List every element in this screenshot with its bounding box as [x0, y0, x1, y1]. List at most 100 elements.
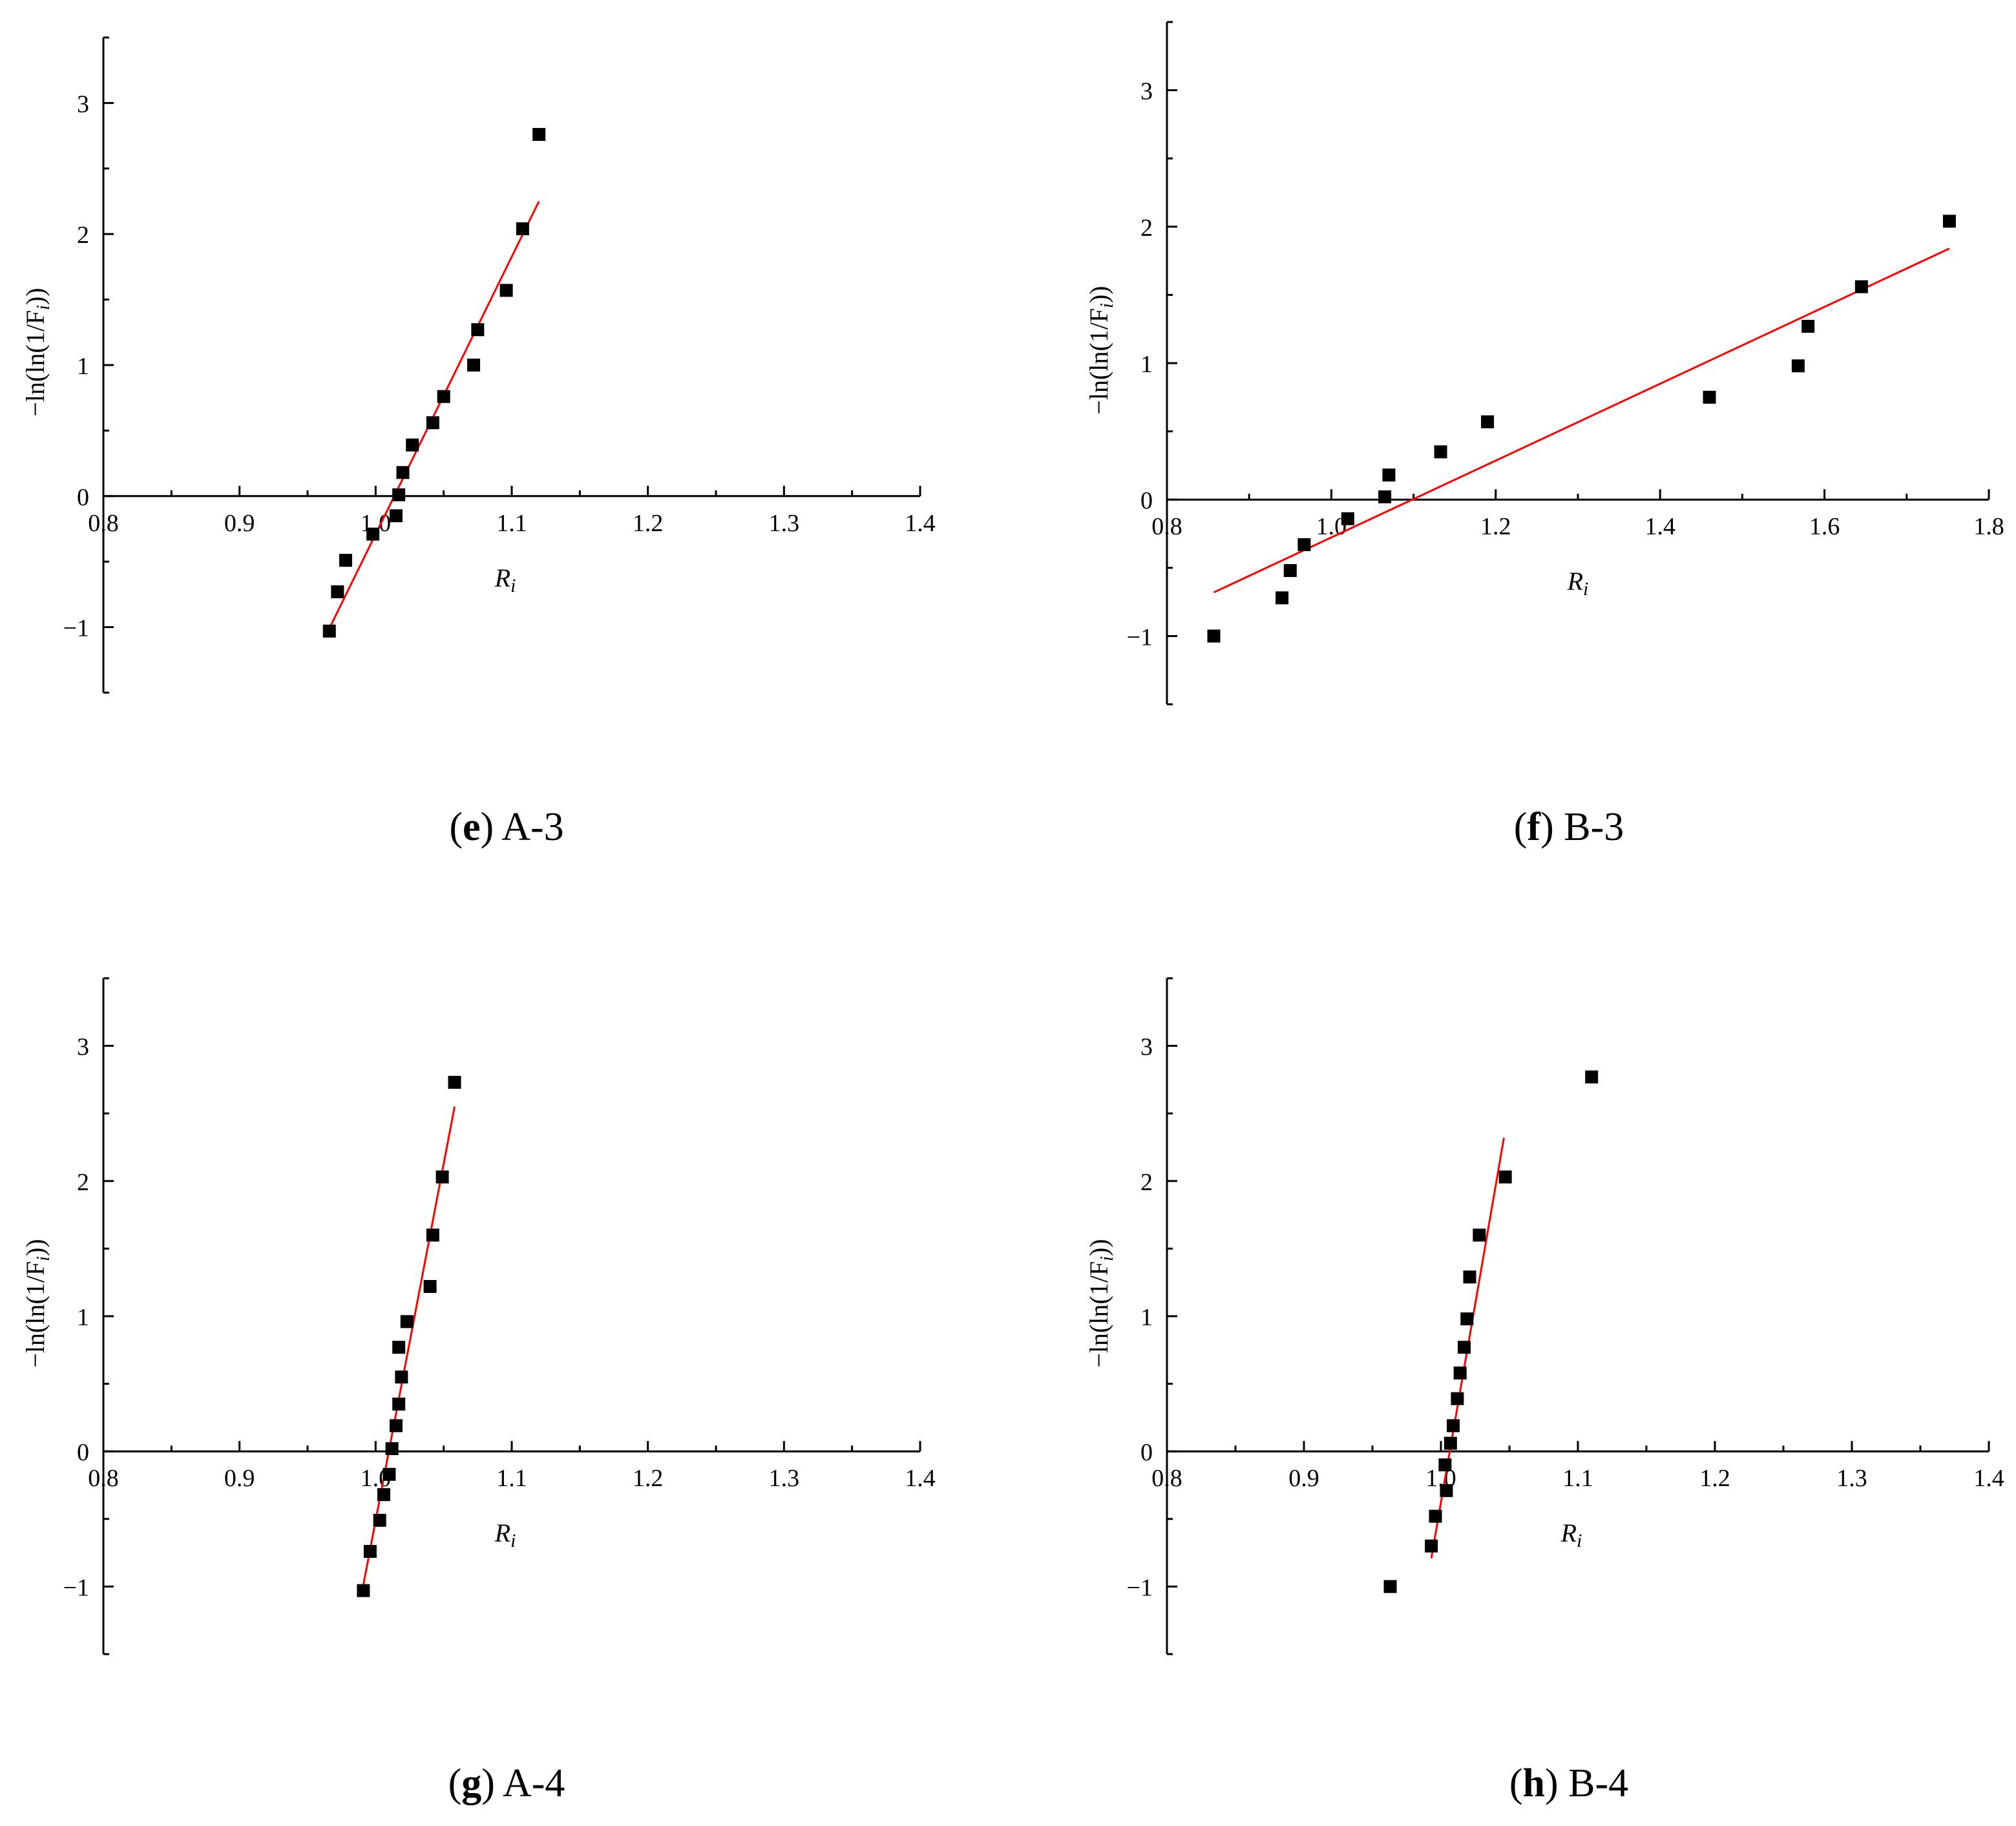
data-point	[1801, 319, 1815, 333]
data-point	[331, 585, 344, 598]
x-tick-label: 1.1	[496, 1465, 527, 1492]
x-tick-label: 1.3	[769, 1465, 800, 1492]
fit-line	[328, 200, 540, 629]
data-point	[1297, 538, 1311, 551]
x-axis-title: Ri	[494, 1518, 516, 1551]
y-tick-label: 0	[1140, 487, 1153, 514]
data-point	[339, 554, 352, 567]
y-tick-label: 2	[1140, 1169, 1153, 1196]
data-point	[1585, 1070, 1599, 1084]
y-tick-label: 1	[77, 353, 89, 380]
panel-caption: (f) B-3	[1514, 805, 1624, 849]
y-tick-label: 3	[1140, 1034, 1153, 1061]
x-tick-label: 1.2	[1699, 1465, 1730, 1492]
data-point	[392, 1341, 406, 1354]
data-point	[1447, 1419, 1460, 1432]
data-point	[383, 1467, 396, 1481]
data-point	[1276, 591, 1289, 605]
x-tick-label: 1.4	[905, 1465, 936, 1492]
x-tick-label: 1.4	[905, 510, 936, 537]
x-tick-label: 1.8	[1973, 513, 2004, 540]
fit-line	[1213, 247, 1950, 594]
x-tick-label: 1.2	[633, 1465, 664, 1492]
data-point	[1451, 1392, 1464, 1405]
data-point	[1382, 468, 1396, 482]
x-tick-label: 0.8	[1151, 1465, 1182, 1492]
y-tick-label: 2	[77, 222, 89, 249]
x-axis-title: Ri	[1560, 1518, 1582, 1551]
data-point	[1453, 1366, 1467, 1380]
data-point	[516, 222, 529, 236]
x-tick-label: 1.6	[1809, 513, 1840, 540]
data-point	[1383, 1580, 1397, 1593]
x-axis-title: Ri	[494, 563, 516, 596]
data-point	[406, 438, 419, 452]
data-point	[400, 1315, 414, 1328]
y-axis-title: −ln(ln(1/Fi))	[1084, 1239, 1117, 1367]
panel-caption: (g) A-4	[448, 1761, 565, 1805]
x-tick-label: 0.9	[1288, 1465, 1319, 1492]
data-point	[1429, 1509, 1442, 1523]
data-point	[436, 1170, 449, 1184]
y-tick-label: 0	[77, 1439, 89, 1466]
data-point	[1460, 1312, 1474, 1326]
y-axis-title: −ln(ln(1/Fi))	[21, 1239, 54, 1367]
data-point	[1434, 445, 1447, 459]
data-point	[392, 1397, 406, 1411]
data-point	[1458, 1341, 1471, 1354]
data-point	[423, 1279, 437, 1293]
data-point	[392, 488, 406, 501]
data-point	[471, 323, 485, 337]
y-axis-title: −ln(ln(1/Fi))	[1084, 286, 1117, 414]
x-tick-label: 1.2	[1480, 513, 1511, 540]
x-tick-label: 1.3	[769, 510, 800, 537]
y-tick-label: −1	[1127, 1574, 1153, 1601]
data-point	[395, 1370, 408, 1384]
data-point	[467, 359, 481, 372]
data-point	[366, 527, 380, 541]
data-point	[437, 390, 450, 403]
data-point	[1481, 415, 1495, 428]
data-point	[1498, 1170, 1512, 1184]
data-point	[448, 1076, 461, 1089]
data-point	[1440, 1484, 1453, 1497]
y-tick-label: 1	[1140, 351, 1153, 378]
y-tick-label: 0	[77, 484, 89, 511]
data-point	[1207, 629, 1221, 643]
x-tick-label: 0.8	[1151, 513, 1182, 540]
data-point	[1473, 1228, 1486, 1242]
y-tick-label: 1	[77, 1304, 89, 1331]
y-tick-label: −1	[63, 615, 89, 642]
data-point	[385, 1442, 399, 1456]
data-point	[1283, 564, 1297, 578]
y-tick-label: 1	[1140, 1304, 1153, 1331]
data-point	[389, 509, 403, 523]
x-tick-label: 1.1	[1562, 1465, 1593, 1492]
data-point	[1438, 1458, 1452, 1472]
x-tick-label: 1.3	[1836, 1465, 1867, 1492]
y-tick-label: 3	[77, 90, 89, 118]
x-tick-label: 1.2	[633, 510, 664, 537]
data-point	[426, 416, 439, 430]
y-tick-label: 3	[77, 1034, 89, 1061]
x-tick-label: 1.4	[1644, 513, 1675, 540]
data-point	[1791, 359, 1805, 373]
data-point	[357, 1584, 370, 1597]
data-point	[499, 284, 513, 297]
x-tick-label: 0.8	[88, 510, 119, 537]
data-point	[1942, 215, 1956, 228]
x-tick-label: 0.9	[224, 1465, 255, 1492]
data-point	[1378, 490, 1392, 503]
data-point	[1425, 1539, 1438, 1553]
y-tick-label: −1	[63, 1574, 89, 1601]
y-tick-label: 2	[77, 1169, 89, 1196]
x-tick-label: 1.4	[1973, 1465, 2004, 1492]
panel-caption: (h) B-4	[1509, 1761, 1628, 1805]
data-point	[373, 1513, 386, 1527]
data-point	[1444, 1436, 1457, 1450]
